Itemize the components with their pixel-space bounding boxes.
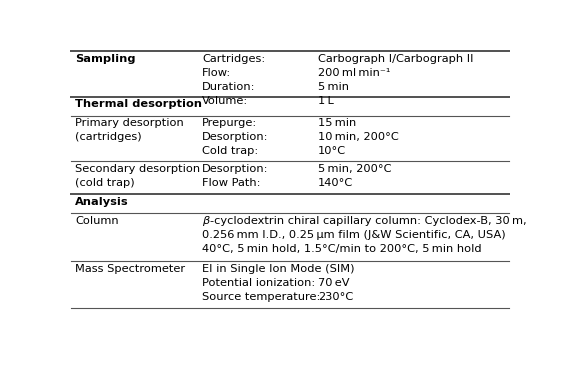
Text: Sampling: Sampling: [75, 54, 136, 64]
Text: β: β: [202, 216, 209, 226]
Text: Duration:: Duration:: [202, 82, 255, 92]
Text: Prepurge:: Prepurge:: [202, 118, 257, 128]
Text: Cold trap:: Cold trap:: [202, 146, 258, 157]
Text: 200 ml min⁻¹: 200 ml min⁻¹: [318, 68, 390, 78]
Text: 0.256 mm I.D., 0.25 μm film (J&W Scientific, CA, USA): 0.256 mm I.D., 0.25 μm film (J&W Scienti…: [202, 230, 506, 240]
Text: 15 min: 15 min: [318, 118, 357, 128]
Text: Flow Path:: Flow Path:: [202, 178, 260, 188]
Text: 10 min, 200°C: 10 min, 200°C: [318, 132, 399, 143]
Text: Thermal desorption: Thermal desorption: [75, 99, 202, 110]
Text: 40°C, 5 min hold, 1.5°C/min to 200°C, 5 min hold: 40°C, 5 min hold, 1.5°C/min to 200°C, 5 …: [202, 244, 481, 254]
Text: Primary desorption: Primary desorption: [75, 118, 184, 128]
Text: Cartridges:: Cartridges:: [202, 54, 265, 64]
Text: Desorption:: Desorption:: [202, 132, 268, 143]
Text: Column: Column: [75, 216, 119, 226]
Text: (cartridges): (cartridges): [75, 132, 142, 143]
Text: 230°C: 230°C: [318, 292, 353, 302]
Text: (cold trap): (cold trap): [75, 178, 134, 188]
Text: Analysis: Analysis: [75, 197, 129, 207]
Text: Carbograph I/Carbograph II: Carbograph I/Carbograph II: [318, 54, 473, 64]
Text: 5 min: 5 min: [318, 82, 349, 92]
Text: Flow:: Flow:: [202, 68, 231, 78]
Text: Mass Spectrometer: Mass Spectrometer: [75, 265, 185, 274]
Text: 1 L: 1 L: [318, 96, 334, 106]
Text: 70 eV: 70 eV: [318, 278, 350, 288]
Text: Desorption:: Desorption:: [202, 164, 268, 174]
Text: EI in Single Ion Mode (SIM): EI in Single Ion Mode (SIM): [202, 265, 354, 274]
Text: Secondary desorption: Secondary desorption: [75, 164, 200, 174]
Text: 5 min, 200°C: 5 min, 200°C: [318, 164, 392, 174]
Text: Volume:: Volume:: [202, 96, 248, 106]
Text: -cyclodextrin chiral capillary column: Cyclodex-B, 30 m,: -cyclodextrin chiral capillary column: C…: [210, 216, 527, 226]
Text: Source temperature:: Source temperature:: [202, 292, 320, 302]
Text: 10°C: 10°C: [318, 146, 346, 157]
Text: Potential ionization:: Potential ionization:: [202, 278, 315, 288]
Text: 140°C: 140°C: [318, 178, 353, 188]
